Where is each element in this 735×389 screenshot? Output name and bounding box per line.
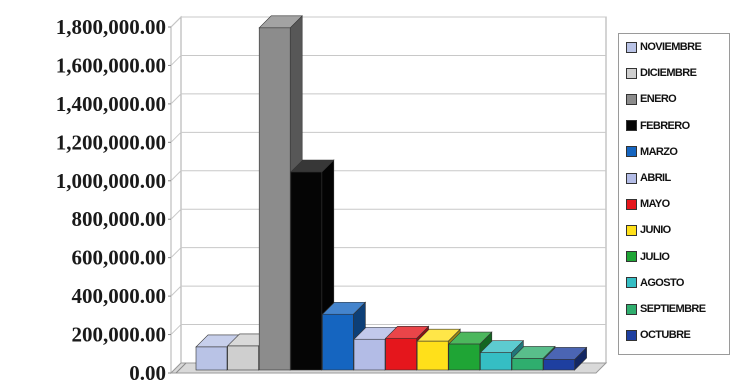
y-tick-label: 1,200,000.00 — [56, 130, 166, 154]
legend-swatch — [626, 277, 637, 289]
legend-swatch — [626, 303, 637, 315]
bars — [195, 15, 588, 371]
bar-front — [227, 345, 259, 371]
legend-label: JUNIO — [640, 224, 671, 237]
legend-swatch — [626, 251, 637, 263]
legend-item-agosto: AGOSTO — [626, 275, 684, 291]
legend-item-abril: ABRIL — [626, 170, 671, 186]
bar-febrero — [290, 159, 335, 371]
legend-swatch — [626, 146, 637, 158]
legend-item-diciembre: DICIEMBRE — [626, 65, 697, 81]
legend-label: OCTUBRE — [640, 329, 691, 342]
bar-front — [480, 352, 512, 371]
legend-label: FEBRERO — [640, 119, 690, 132]
legend-item-julio: JULIO — [626, 249, 670, 265]
legend-item-febrero: FEBRERO — [626, 118, 690, 134]
legend-label: MARZO — [640, 145, 678, 158]
legend: NOVIEMBRE DICIEMBRE ENERO FEBRERO MARZO ABRIL… — [618, 33, 730, 355]
bar-front — [448, 343, 481, 371]
bar-octubre — [542, 346, 588, 371]
legend-label: JULIO — [640, 250, 670, 263]
floor-edge — [175, 362, 187, 374]
legend-swatch — [626, 120, 637, 132]
y-tick-label: 0.00 — [129, 361, 166, 384]
legend-label: NOVIEMBRE — [640, 41, 702, 53]
gridline-side — [170, 16, 182, 28]
bar-marzo — [321, 301, 367, 371]
bar-front — [195, 346, 228, 371]
gridline-side — [170, 285, 182, 297]
legend-label: MAYO — [640, 198, 670, 211]
legend-item-enero: ENERO — [626, 91, 677, 107]
legend-label: SEPTIEMBRE — [640, 303, 706, 315]
bar-front — [290, 171, 323, 371]
gridline-side — [170, 131, 182, 143]
y-axis-tick-labels: 0.00 200,000.00 400,000.00 600,000.00 800,00… — [56, 15, 171, 385]
y-tick-label: 1,000,000.00 — [56, 169, 166, 193]
chart-walls — [169, 15, 608, 375]
bar-front — [258, 27, 291, 371]
legend-item-septiembre: SEPTIEMBRE — [626, 301, 706, 317]
y-tick-label: 200,000.00 — [72, 323, 167, 347]
legend-item-mayo: MAYO — [626, 196, 670, 212]
bar-front — [511, 358, 544, 371]
legend-item-octubre: OCTUBRE — [626, 327, 691, 343]
gridlines — [170, 16, 606, 335]
legend-label: ENERO — [640, 93, 677, 106]
y-tick-label: 600,000.00 — [72, 246, 167, 270]
legend-swatch — [626, 172, 637, 184]
legend-item-marzo: MARZO — [626, 144, 678, 160]
gridline-side — [170, 247, 182, 259]
gridline-side — [170, 55, 182, 66]
y-tick-label: 1,400,000.00 — [56, 92, 166, 116]
gridline-side — [170, 208, 182, 220]
legend-label: DICIEMBRE — [640, 67, 697, 80]
y-tick-label: 800,000.00 — [72, 207, 167, 231]
bar-front — [385, 337, 417, 371]
bar-front — [353, 338, 386, 371]
legend-item-noviembre: NOVIEMBRE — [626, 39, 702, 55]
legend-swatch — [626, 224, 637, 236]
y-tick-label: 400,000.00 — [72, 284, 167, 308]
gridline-side — [170, 170, 182, 182]
side-wall — [170, 15, 182, 375]
back-wall — [180, 16, 607, 364]
legend-swatch — [626, 329, 637, 341]
bar-front — [322, 313, 354, 371]
legend-item-junio: JUNIO — [626, 222, 671, 238]
bar-front — [416, 340, 449, 371]
y-tick-label: 1,800,000.00 — [56, 15, 166, 39]
bar-front — [543, 359, 575, 371]
gridline-side — [170, 93, 182, 105]
legend-swatch — [626, 67, 637, 79]
gridline-side — [170, 324, 182, 335]
y-tick-label: 1,600,000.00 — [56, 53, 166, 77]
legend-swatch — [626, 93, 637, 105]
legend-label: AGOSTO — [640, 276, 684, 289]
legend-swatch — [626, 41, 637, 53]
legend-swatch — [626, 198, 637, 210]
legend-label: ABRIL — [640, 172, 671, 184]
